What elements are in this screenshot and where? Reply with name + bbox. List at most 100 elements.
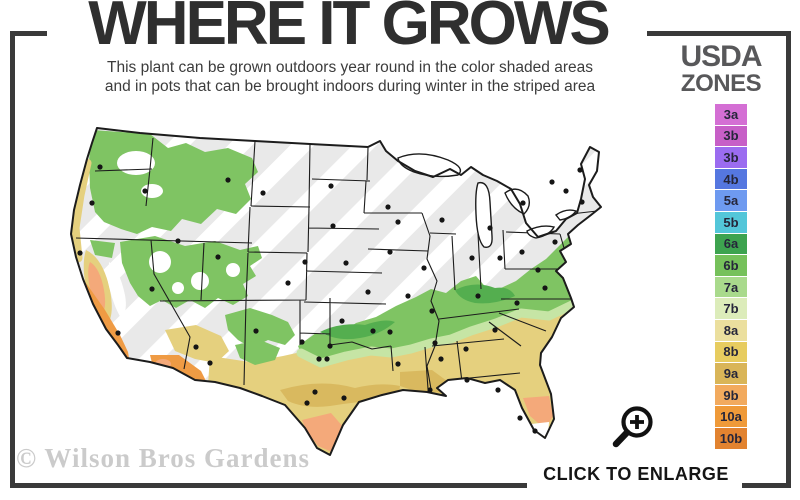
city-dot [395, 361, 401, 367]
us-outline [70, 127, 602, 456]
page-title: WHERE IT GROWS [88, 0, 610, 58]
subtitle: This plant can be grown outdoors year ro… [55, 58, 645, 96]
legend-zone-7a: 7a [715, 276, 747, 298]
frame-bottom-left [10, 483, 527, 488]
city-dot [339, 318, 345, 324]
frame-top-left [10, 31, 47, 36]
city-dot [519, 249, 525, 255]
city-dot [115, 330, 121, 336]
legend-zone-7b: 7b [715, 298, 747, 319]
city-dot [97, 164, 103, 170]
city-dot [316, 356, 322, 362]
city-dot [532, 428, 538, 434]
city-dot [535, 267, 541, 273]
frame-left [10, 31, 15, 488]
city-dot [464, 377, 470, 383]
city-dot [324, 356, 330, 362]
legend-zone-4b: 4b [715, 168, 747, 190]
legend-zone-3b: 3b [715, 147, 747, 168]
lake-ontario [554, 209, 578, 221]
city-dot [312, 389, 318, 395]
legend-zone-10a: 10a [715, 406, 747, 427]
city-dot [405, 293, 411, 299]
frame-right [786, 31, 791, 488]
city-dot [328, 183, 334, 189]
usda-zone-us-map[interactable] [58, 112, 670, 468]
city-dot [387, 249, 393, 255]
legend-zone-9a: 9a [715, 363, 747, 384]
subtitle-line-2: and in pots that can be brought indoors … [104, 78, 596, 95]
lake-michigan [475, 181, 493, 248]
watermark: © Wilson Bros Gardens [16, 443, 310, 473]
city-dot [432, 340, 438, 346]
legend-title-zones: ZONES [680, 70, 762, 97]
city-dot [469, 255, 475, 261]
legend-zone-8b: 8b [715, 341, 747, 363]
frame-top-right [647, 31, 791, 36]
city-dot [175, 238, 181, 244]
city-dot [285, 280, 291, 286]
city-dot [385, 204, 391, 210]
city-dot [387, 329, 393, 335]
city-dot [207, 360, 213, 366]
legend-zone-6b: 6b [715, 255, 747, 276]
city-dot [77, 250, 83, 256]
legend-zone-3a: 3a [715, 104, 747, 125]
city-dot [427, 387, 433, 393]
city-dot [577, 167, 583, 173]
city-dot [304, 400, 310, 406]
legend-zone-10b: 10b [715, 427, 747, 449]
city-dot [439, 217, 445, 223]
subtitle-line-1: This plant can be grown outdoors year ro… [107, 59, 593, 76]
city-dot [495, 387, 501, 393]
city-dot [542, 285, 548, 291]
zone-shading [71, 130, 601, 455]
legend-zone-9b: 9b [715, 384, 747, 406]
city-dot [302, 259, 308, 265]
city-dot [517, 415, 523, 421]
city-dot [330, 223, 336, 229]
city-dot [341, 395, 347, 401]
city-dot [563, 188, 569, 194]
city-dot [475, 293, 481, 299]
city-dot [260, 190, 266, 196]
city-dot [487, 225, 493, 231]
legend-zone-3b: 3b [715, 125, 747, 147]
click-to-enlarge-button[interactable]: CLICK TO ENLARGE [543, 464, 729, 484]
legend-zone-6a: 6a [715, 233, 747, 255]
legend-zone-5b: 5b [715, 211, 747, 233]
city-dot [514, 300, 520, 306]
lake-huron [504, 188, 531, 215]
city-dot [225, 177, 231, 183]
legend-title: USDA ZONES [666, 42, 776, 96]
city-dot [395, 219, 401, 225]
frame-bottom-right [742, 483, 791, 488]
legend-zone-5a: 5a [715, 190, 747, 211]
city-dot [549, 179, 555, 185]
city-dot [253, 328, 259, 334]
city-dot [215, 254, 221, 260]
city-dot [492, 327, 498, 333]
legend-zone-8a: 8a [715, 319, 747, 341]
city-dot [149, 286, 155, 292]
city-dot [370, 328, 376, 334]
city-dot [327, 343, 333, 349]
city-dot [299, 339, 305, 345]
city-dot [579, 199, 585, 205]
city-dot [421, 265, 427, 271]
city-dot [429, 308, 435, 314]
city-dot [520, 200, 526, 206]
city-dot [365, 289, 371, 295]
state-borders [75, 137, 598, 390]
city-dot [552, 239, 558, 245]
city-dot [142, 188, 148, 194]
city-dots [77, 164, 585, 434]
city-dot [89, 200, 95, 206]
legend-title-usda: USDA [680, 40, 762, 73]
city-dot [438, 356, 444, 362]
city-dot [343, 260, 349, 266]
city-dot [463, 346, 469, 352]
magnifier-plus-icon[interactable] [603, 398, 663, 458]
usda-zones-legend: 3a 3b 3b 4b 5a 5b 6a 6b 7a 7b 8a 8b 9a 9b 10a 10b [715, 104, 747, 449]
